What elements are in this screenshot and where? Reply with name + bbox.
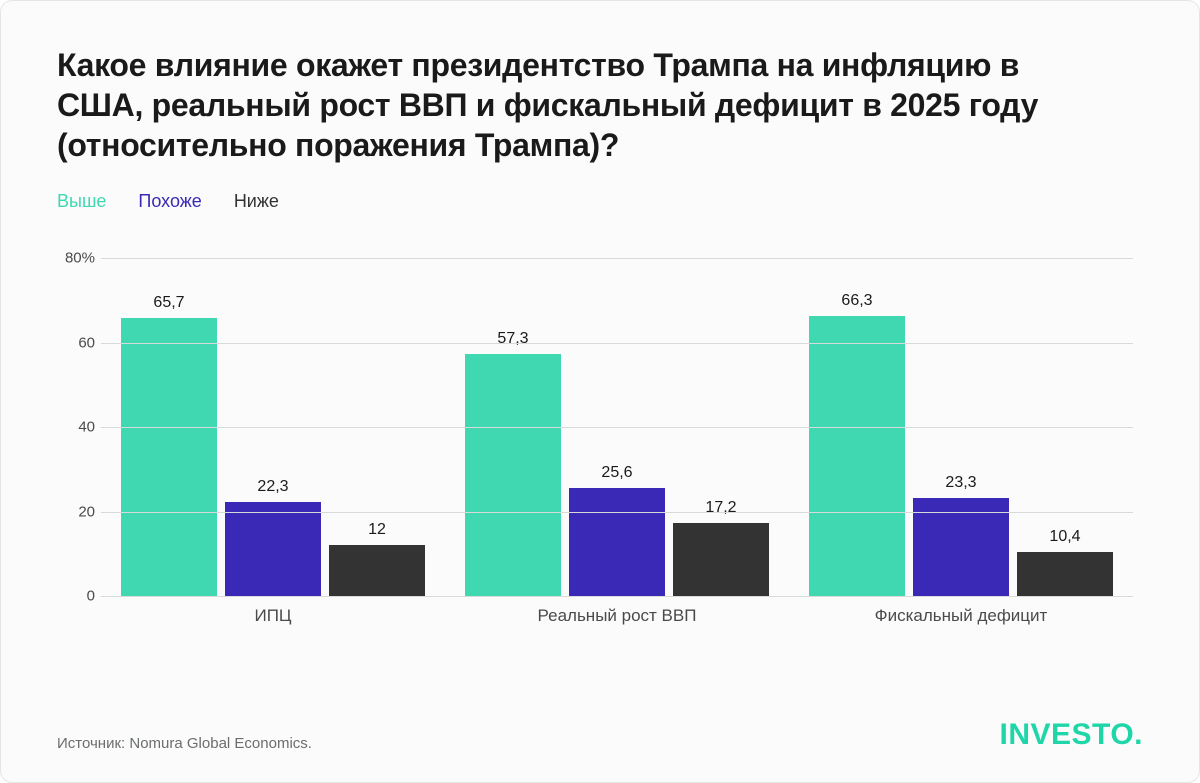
bar-value-label: 12 (368, 521, 386, 539)
bar-value-label: 17,2 (705, 499, 736, 517)
chart-card: Какое влияние окажет президентство Трамп… (0, 0, 1200, 783)
bar-value-label: 57,3 (497, 330, 528, 348)
bar: 22,3 (225, 502, 321, 596)
y-axis-tick: 0 (57, 588, 95, 605)
legend-item: Выше (57, 191, 106, 212)
y-axis-tick: 80% (57, 250, 95, 267)
y-axis-tick: 60 (57, 334, 95, 351)
chart-title: Какое влияние окажет президентство Трамп… (57, 45, 1057, 165)
x-axis-labels: ИПЦРеальный рост ВВПФискальный дефицит (101, 606, 1133, 626)
bar-value-label: 23,3 (945, 474, 976, 492)
bar: 17,2 (673, 523, 769, 596)
gridline (101, 427, 1133, 428)
bar: 10,4 (1017, 552, 1113, 596)
gridline (101, 343, 1133, 344)
y-axis-tick: 40 (57, 419, 95, 436)
bar-value-label: 10,4 (1049, 528, 1080, 546)
bar-value-label: 65,7 (153, 294, 184, 312)
legend-item: Похоже (138, 191, 201, 212)
bar: 66,3 (809, 316, 905, 596)
legend: Выше Похоже Ниже (57, 191, 1143, 212)
bar-value-label: 25,6 (601, 464, 632, 482)
x-axis-label: Реальный рост ВВП (445, 606, 789, 626)
bar: 65,7 (121, 318, 217, 596)
bar-value-label: 66,3 (841, 292, 872, 310)
plot-area: 65,722,31257,325,617,266,323,310,4 02040… (101, 258, 1133, 596)
bar: 12 (329, 545, 425, 596)
y-axis-tick: 20 (57, 503, 95, 520)
bar-chart: 65,722,31257,325,617,266,323,310,4 02040… (101, 258, 1133, 596)
bar: 25,6 (569, 488, 665, 596)
gridline (101, 512, 1133, 513)
gridline (101, 596, 1133, 597)
bar-value-label: 22,3 (257, 478, 288, 496)
footer: Источник: Nomura Global Economics. INVES… (57, 718, 1143, 752)
legend-item: Ниже (234, 191, 279, 212)
brand-logo: INVESTO. (1000, 718, 1143, 752)
x-axis-label: ИПЦ (101, 606, 445, 626)
gridline (101, 258, 1133, 259)
x-axis-label: Фискальный дефицит (789, 606, 1133, 626)
bar: 57,3 (465, 354, 561, 596)
source-label: Источник: Nomura Global Economics. (57, 735, 312, 752)
